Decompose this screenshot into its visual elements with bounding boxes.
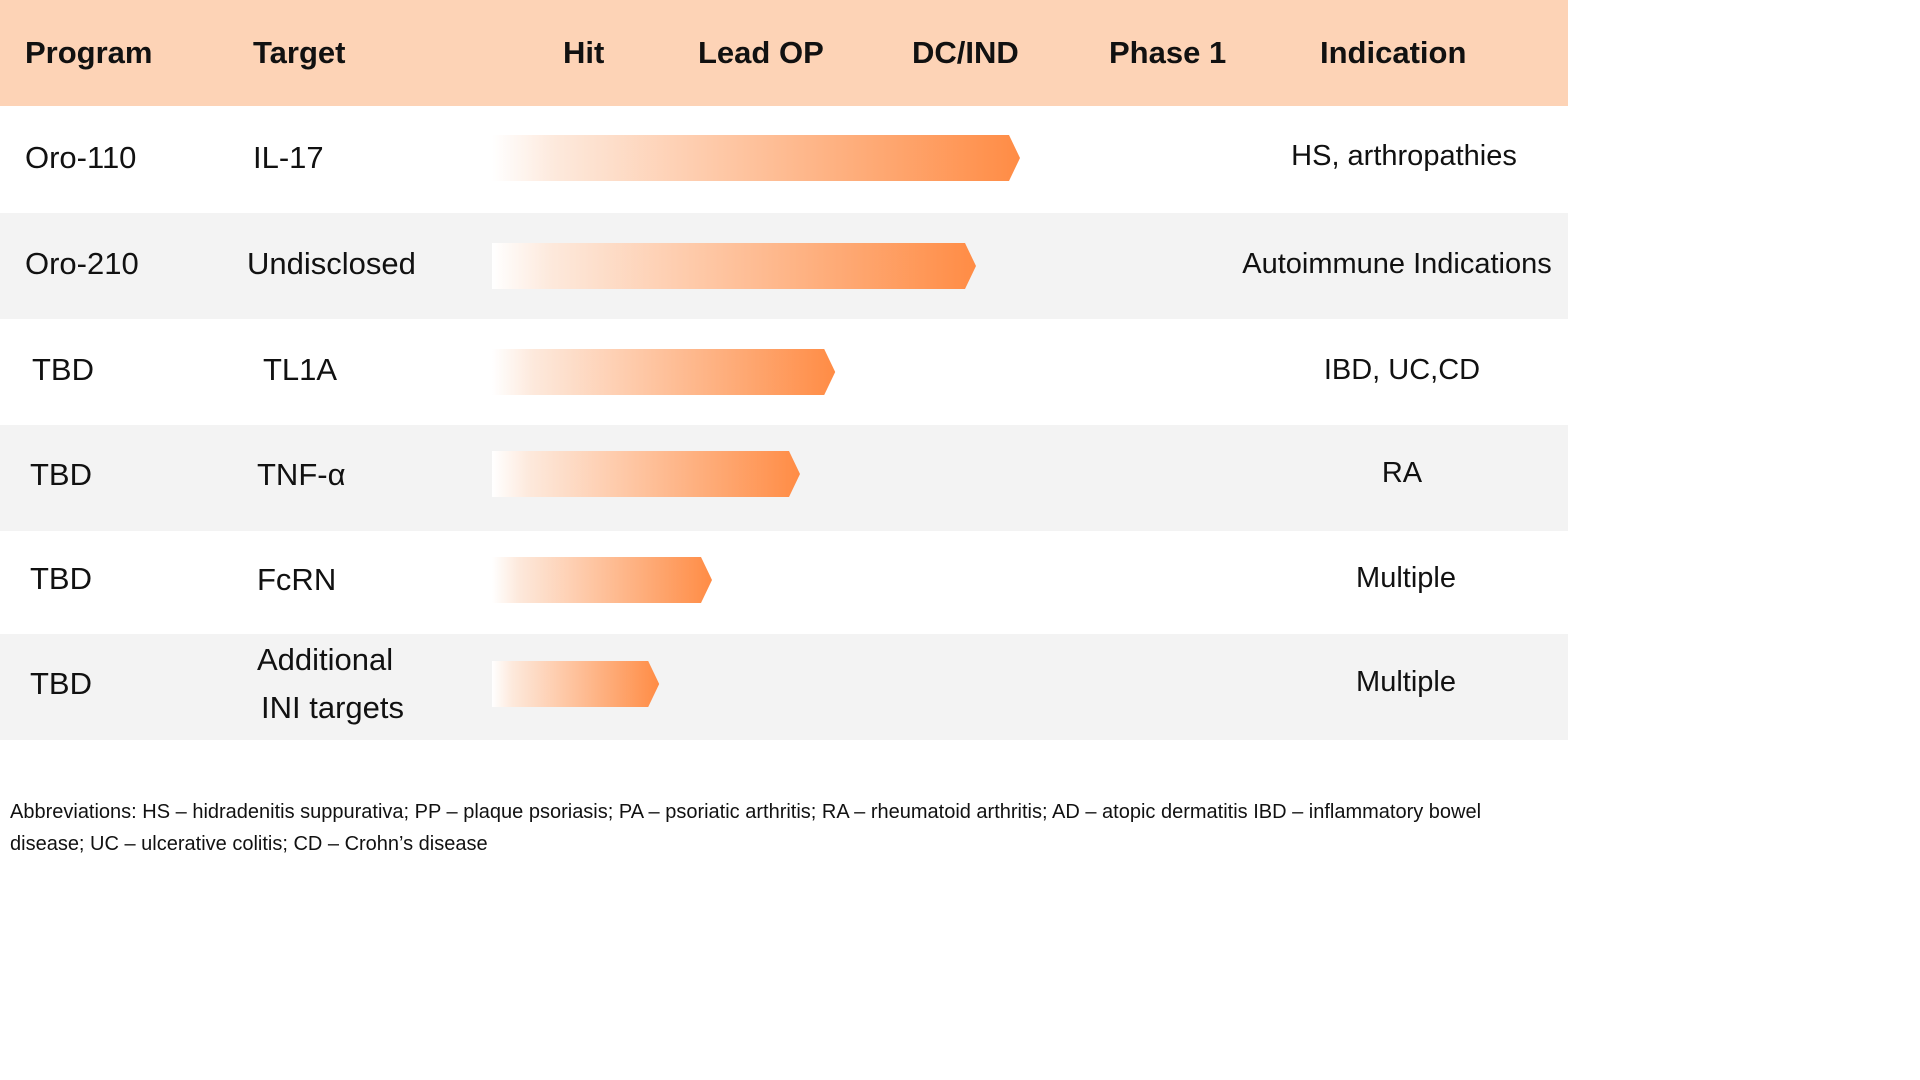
program-name: TBD	[30, 666, 92, 701]
footnote-line-2: disease; UC – ulcerative colitis; CD – C…	[10, 833, 488, 855]
indication-text: HS, arthropathies	[1291, 140, 1517, 172]
table-header: Program Target Hit Lead OP DC/IND Phase …	[0, 0, 1568, 106]
table-row: TBD Additional INI targets Multiple	[0, 634, 1568, 740]
abbreviations-footnote: Abbreviations: HS – hidradenitis suppura…	[10, 796, 1555, 860]
program-name: TBD	[30, 457, 92, 492]
header-stage-phase-1: Phase 1	[1109, 35, 1227, 70]
target-name: Undisclosed	[247, 246, 416, 281]
program-name: Oro-210	[25, 246, 139, 281]
target-name: FcRN	[257, 562, 337, 597]
header-indication: Indication	[1320, 35, 1467, 70]
indication-text: Multiple	[1356, 562, 1456, 594]
target-name: TL1A	[263, 352, 338, 387]
footnote-line-1: Abbreviations: HS – hidradenitis suppura…	[10, 801, 1482, 823]
header-stage-lead-op: Lead OP	[698, 35, 824, 70]
program-name: Oro-110	[25, 140, 137, 175]
header-program: Program	[25, 35, 153, 70]
pipeline-chart: Program Target Hit Lead OP DC/IND Phase …	[0, 0, 1568, 860]
indication-text: IBD, UC,CD	[1323, 354, 1481, 386]
indication-text: Autoimmune Indications	[1242, 248, 1552, 280]
indication-text: Multiple	[1356, 666, 1456, 698]
table-row: Oro-210 Undisclosed Autoimmune Indicatio…	[0, 213, 1568, 319]
header-target: Target	[253, 35, 346, 70]
target-name: IL-17	[253, 140, 324, 175]
program-name: TBD	[32, 352, 94, 387]
header-stage-dc-ind: DC/IND	[912, 35, 1019, 70]
table-row: TBD TNF-α RA	[0, 425, 1568, 531]
target-name-line-1: Additional	[257, 642, 394, 677]
target-name: TNF-α	[257, 457, 346, 492]
header-stage-hit: Hit	[563, 35, 605, 70]
table-row: TBD FcRN Multiple	[0, 531, 1568, 634]
target-name-line-2: INI targets	[261, 690, 404, 725]
program-name: TBD	[30, 561, 92, 596]
table-row: Oro-110 IL-17 HS, arthropathies	[0, 106, 1568, 213]
table-row: TBD TL1A IBD, UC,CD	[0, 319, 1568, 425]
target-name: Additional INI targets	[257, 636, 404, 732]
indication-text: RA	[1381, 457, 1423, 489]
